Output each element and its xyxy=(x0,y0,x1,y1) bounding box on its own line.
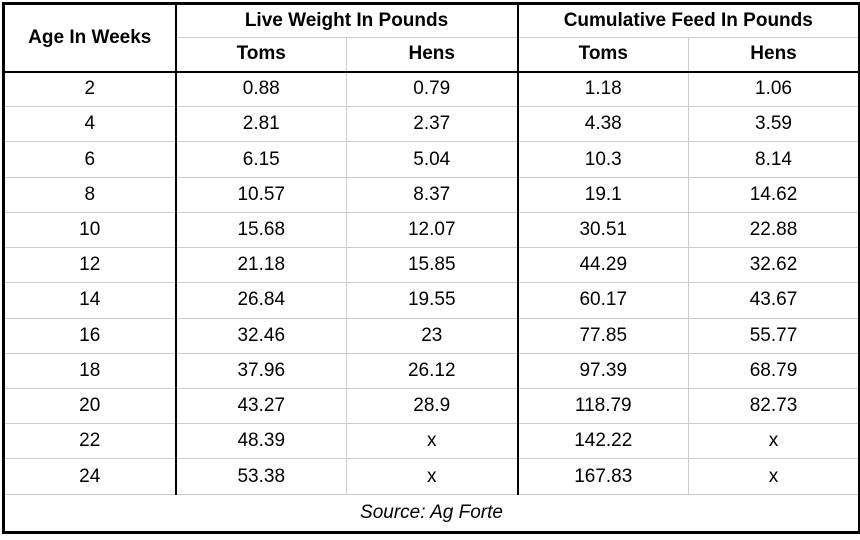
cell-feed-toms: 142.22 xyxy=(517,423,690,459)
table-row: 4 2.81 2.37 4.38 3.59 xyxy=(3,106,860,142)
cell-live-toms: 15.68 xyxy=(175,211,347,248)
sub-header-toms-feed: Toms xyxy=(517,37,690,73)
sub-header-hens-live: Hens xyxy=(346,37,519,73)
cell-feed-toms: 60.17 xyxy=(517,282,690,319)
row-header-age: Age In Weeks xyxy=(3,3,177,73)
cell-live-hens: 8.37 xyxy=(346,176,519,213)
cell-age: 8 xyxy=(3,176,177,213)
cell-feed-hens: 55.77 xyxy=(688,317,860,354)
cell-feed-toms: 118.79 xyxy=(517,387,690,424)
table-row: 12 21.18 15.85 44.29 32.62 xyxy=(3,247,860,283)
cell-age: 10 xyxy=(3,211,177,248)
cell-feed-hens: x xyxy=(688,423,860,459)
cell-age: 14 xyxy=(3,282,177,319)
cell-age: 24 xyxy=(3,458,177,495)
group-header-live-weight: Live Weight In Pounds xyxy=(175,3,519,38)
table-row: 2 0.88 0.79 1.18 1.06 xyxy=(3,71,860,107)
cell-feed-hens: 14.62 xyxy=(688,176,860,213)
cell-feed-hens: 1.06 xyxy=(688,71,860,107)
table-row: 8 10.57 8.37 19.1 14.62 xyxy=(3,176,860,213)
cell-live-hens: 0.79 xyxy=(346,71,519,107)
cell-live-toms: 32.46 xyxy=(175,317,347,354)
cell-live-toms: 2.81 xyxy=(175,106,347,142)
table-row: 14 26.84 19.55 60.17 43.67 xyxy=(3,282,860,319)
table-row: 16 32.46 23 77.85 55.77 xyxy=(3,317,860,354)
cell-live-hens: 23 xyxy=(346,317,519,354)
cell-live-toms: 0.88 xyxy=(175,71,347,107)
cell-age: 2 xyxy=(3,71,177,107)
cell-age: 12 xyxy=(3,247,177,283)
cell-live-toms: 26.84 xyxy=(175,282,347,319)
cell-live-hens: x xyxy=(346,458,519,495)
cell-age: 20 xyxy=(3,387,177,424)
table-row: 6 6.15 5.04 10.3 8.14 xyxy=(3,141,860,178)
cell-live-hens: 5.04 xyxy=(346,141,519,178)
group-header-row: Age In Weeks Live Weight In Pounds Cumul… xyxy=(3,3,860,73)
cell-feed-hens: 3.59 xyxy=(688,106,860,142)
cell-live-hens: 26.12 xyxy=(346,352,519,389)
cell-feed-toms: 97.39 xyxy=(517,352,690,389)
cell-feed-toms: 19.1 xyxy=(517,176,690,213)
cell-feed-toms: 30.51 xyxy=(517,211,690,248)
cell-live-hens: 2.37 xyxy=(346,106,519,142)
cell-feed-hens: 82.73 xyxy=(688,387,860,424)
cell-live-toms: 53.38 xyxy=(175,458,347,495)
cell-age: 6 xyxy=(3,141,177,178)
table-row: 18 37.96 26.12 97.39 68.79 xyxy=(3,352,860,389)
cell-feed-toms: 1.18 xyxy=(517,71,690,107)
cell-live-hens: 12.07 xyxy=(346,211,519,248)
cell-live-toms: 10.57 xyxy=(175,176,347,213)
table-row: 20 43.27 28.9 118.79 82.73 xyxy=(3,387,860,424)
cell-feed-hens: 32.62 xyxy=(688,247,860,283)
cell-live-hens: 19.55 xyxy=(346,282,519,319)
table-row: 22 48.39 x 142.22 x xyxy=(3,423,860,459)
cell-live-toms: 6.15 xyxy=(175,141,347,178)
cell-feed-hens: 68.79 xyxy=(688,352,860,389)
source-note: Source: Ag Forte xyxy=(3,493,860,533)
cell-live-toms: 48.39 xyxy=(175,423,347,459)
cell-age: 18 xyxy=(3,352,177,389)
cell-age: 4 xyxy=(3,106,177,142)
cell-live-hens: 28.9 xyxy=(346,387,519,424)
cell-live-toms: 37.96 xyxy=(175,352,347,389)
cell-feed-toms: 4.38 xyxy=(517,106,690,142)
table-row: 10 15.68 12.07 30.51 22.88 xyxy=(3,211,860,248)
cell-age: 22 xyxy=(3,423,177,459)
cell-live-toms: 21.18 xyxy=(175,247,347,283)
cell-feed-hens: x xyxy=(688,458,860,495)
table-row: 24 53.38 x 167.83 x xyxy=(3,458,860,495)
cell-feed-hens: 22.88 xyxy=(688,211,860,248)
cell-age: 16 xyxy=(3,317,177,354)
cell-feed-hens: 8.14 xyxy=(688,141,860,178)
footer-row: Source: Ag Forte xyxy=(3,493,860,533)
cell-live-toms: 43.27 xyxy=(175,387,347,424)
cell-feed-toms: 10.3 xyxy=(517,141,690,178)
cell-live-hens: x xyxy=(346,423,519,459)
group-header-cumulative-feed: Cumulative Feed In Pounds xyxy=(517,3,860,38)
cell-feed-hens: 43.67 xyxy=(688,282,860,319)
sub-header-hens-feed: Hens xyxy=(688,37,860,73)
sub-header-toms-live: Toms xyxy=(175,37,347,73)
cell-live-hens: 15.85 xyxy=(346,247,519,283)
cell-feed-toms: 77.85 xyxy=(517,317,690,354)
cell-feed-toms: 167.83 xyxy=(517,458,690,495)
cell-feed-toms: 44.29 xyxy=(517,247,690,283)
sub-header-row: Toms Hens Toms Hens xyxy=(4,37,860,73)
